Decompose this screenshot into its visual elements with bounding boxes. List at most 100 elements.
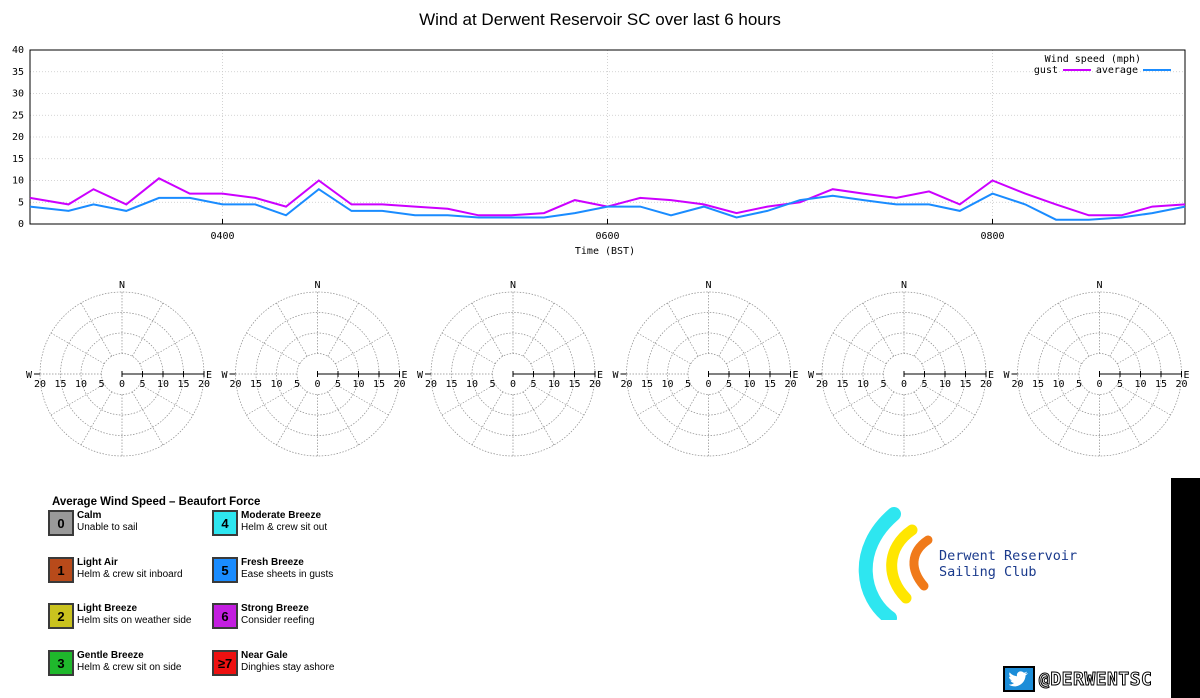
- rose-scale-label: 5: [685, 379, 691, 390]
- rose-east-label: E: [793, 370, 799, 381]
- beaufort-item: 4 Moderate Breeze Helm & crew sit out: [212, 510, 327, 536]
- legend-label-average: average: [1096, 65, 1138, 76]
- rose-scale-label: 5: [139, 379, 145, 390]
- rose-spoke: [718, 391, 750, 446]
- x-tick-label: 0400: [210, 231, 234, 242]
- rose-spoke: [1058, 391, 1090, 446]
- series-lines: [29, 177, 1186, 221]
- rose-spoke: [246, 383, 300, 416]
- beaufort-item: 6 Strong Breeze Consider reefing: [212, 603, 314, 629]
- y-tick-label: 25: [12, 110, 24, 121]
- beaufort-item: 5 Fresh Breeze Ease sheets in gusts: [212, 557, 333, 583]
- rose-spoke: [522, 302, 555, 357]
- wind-rose: NSEW201510505101520: [417, 280, 603, 457]
- rose-spoke: [667, 391, 699, 446]
- rose-north-label: N: [314, 280, 320, 291]
- wind-rose: NSEW201510505101520: [26, 280, 212, 457]
- y-tick-label: 30: [12, 89, 24, 100]
- rose-spoke: [637, 332, 691, 365]
- rose-spoke: [139, 383, 194, 416]
- rose-scale-label: 5: [921, 379, 927, 390]
- wind-speed-chart: 0 5 10 15 20 25 30 35 40 0400 0600 0800 Time (BST)…: [12, 45, 1186, 257]
- rose-east-label: E: [597, 370, 603, 381]
- rose-spoke: [335, 332, 389, 365]
- rose-east-label: E: [206, 370, 212, 381]
- rose-spoke: [832, 332, 887, 365]
- club-name-line1: Derwent Reservoir: [939, 548, 1077, 564]
- rose-spoke: [832, 383, 887, 416]
- rose-scale-label: 20: [620, 379, 632, 390]
- beaufort-swatch: 0: [48, 510, 74, 536]
- rose-scale-label: 15: [568, 379, 580, 390]
- rose-scale-label: 15: [373, 379, 385, 390]
- beaufort-swatch: 5: [212, 557, 238, 583]
- rose-scale-label: 15: [959, 379, 971, 390]
- rose-spoke: [441, 383, 496, 416]
- rose-scale-label: 20: [198, 379, 210, 390]
- rose-east-label: E: [402, 370, 408, 381]
- beaufort-swatch: 4: [212, 510, 238, 536]
- rose-scale-label: 15: [250, 379, 262, 390]
- rose-scale-label: 5: [530, 379, 536, 390]
- beaufort-desc: Ease sheets in gusts: [241, 569, 334, 580]
- wind-roses: NSEW201510505101520NSEW201510505101520NS…: [26, 280, 1190, 457]
- rose-spoke: [530, 332, 585, 365]
- rose-spoke: [131, 302, 164, 357]
- wind-rose: NSEW201510505101520: [808, 280, 994, 457]
- beaufort-desc: Helm & crew sit inboard: [77, 569, 183, 580]
- rose-spoke: [441, 332, 496, 365]
- rose-scale-label: 20: [393, 379, 405, 390]
- rose-spoke: [1028, 383, 1082, 416]
- wind-rose: NSEW201510505101520: [612, 280, 799, 457]
- rose-spoke: [1058, 302, 1090, 357]
- rose-scale-label: 0: [510, 379, 516, 390]
- club-logo: Derwent Reservoir Sailing Club: [852, 500, 1092, 625]
- beaufort-name: Fresh Breeze: [241, 557, 304, 568]
- sail-logo-icon: Derwent Reservoir Sailing Club: [858, 507, 1077, 625]
- rose-spoke: [1109, 302, 1141, 357]
- rose-scale-label: 0: [1096, 379, 1102, 390]
- rose-north-label: N: [1096, 280, 1102, 291]
- rose-scale-label: 10: [1052, 379, 1064, 390]
- rose-scale-label: 5: [98, 379, 104, 390]
- y-tick-label: 20: [12, 132, 24, 143]
- rose-scale-label: 20: [1175, 379, 1187, 390]
- series-line-average: [29, 187, 1186, 221]
- rose-east-label: E: [1184, 370, 1190, 381]
- rose-spoke: [913, 302, 946, 357]
- rose-west-label: W: [26, 370, 33, 381]
- rose-spoke: [913, 391, 946, 446]
- y-tick-label: 40: [12, 45, 24, 56]
- rose-north-label: N: [510, 280, 516, 291]
- rose-scale-label: 15: [177, 379, 189, 390]
- rose-scale-label: 15: [641, 379, 653, 390]
- chart-legend: Wind speed (mph) gust average: [1034, 54, 1171, 76]
- twitter-handle[interactable]: @DERWENTSC: [1038, 668, 1153, 690]
- rose-north-label: N: [119, 280, 125, 291]
- rose-scale-label: 5: [726, 379, 732, 390]
- rose-spoke: [50, 332, 105, 365]
- rose-scale-label: 15: [54, 379, 66, 390]
- y-tick-label: 10: [12, 176, 24, 187]
- rose-spoke: [637, 383, 691, 416]
- rose-scale-label: 20: [784, 379, 796, 390]
- rose-scale-label: 10: [939, 379, 951, 390]
- beaufort-desc: Unable to sail: [77, 522, 138, 533]
- rose-spoke: [1109, 391, 1141, 446]
- rose-scale-label: 15: [445, 379, 457, 390]
- rose-spoke: [1117, 332, 1171, 365]
- beaufort-swatch: 1: [48, 557, 74, 583]
- rose-spoke: [862, 391, 895, 446]
- rose-spoke: [921, 383, 976, 416]
- rose-scale-label: 20: [229, 379, 241, 390]
- rose-scale-label: 20: [589, 379, 601, 390]
- rose-scale-label: 15: [836, 379, 848, 390]
- twitter-link[interactable]: @DERWENTSC: [1003, 664, 1152, 694]
- rose-west-label: W: [221, 370, 228, 381]
- wind-rose: NSEW201510505101520: [1003, 280, 1190, 457]
- rose-scale-label: 20: [816, 379, 828, 390]
- rose-spoke: [471, 302, 504, 357]
- beaufort-swatch: 2: [48, 603, 74, 629]
- beaufort-name: Near Gale: [241, 650, 288, 661]
- rose-spoke: [726, 383, 780, 416]
